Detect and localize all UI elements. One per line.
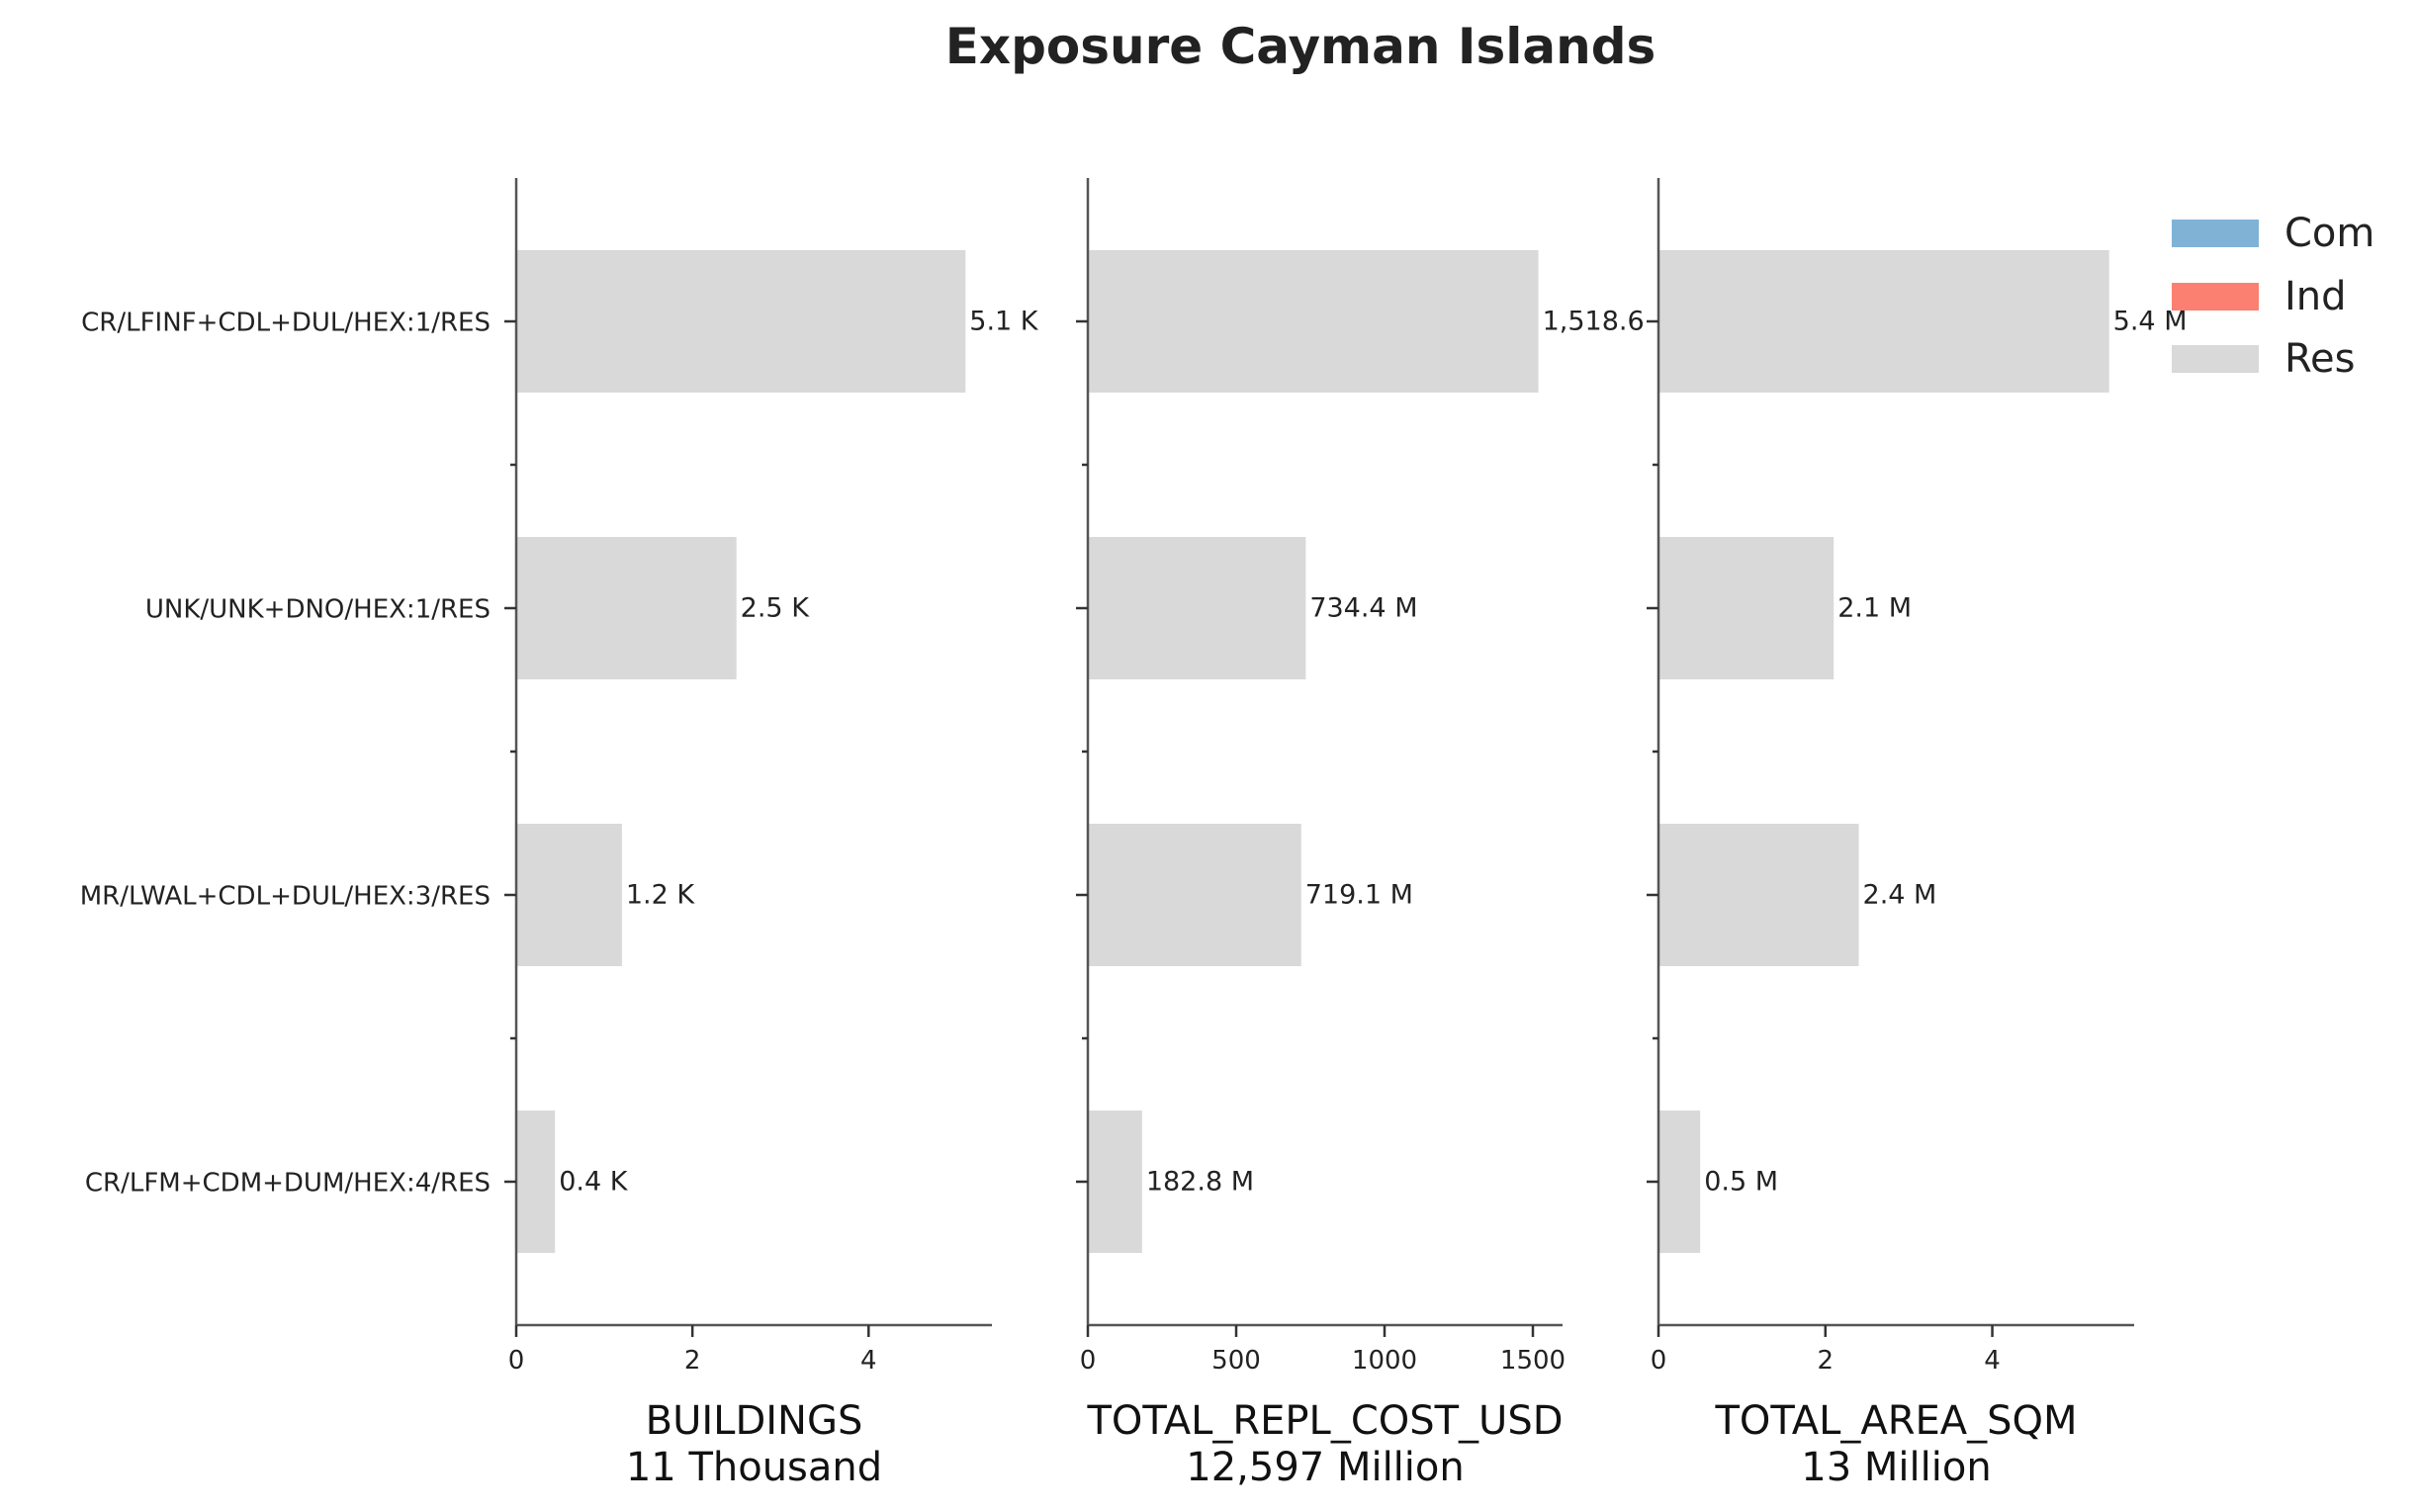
x-tick-label-panel2-3: 1000	[1352, 1346, 1417, 1376]
value-label-panel2-row2: 734.4 M	[1309, 593, 1417, 624]
x-tick-label-panel1-3: 4	[860, 1346, 877, 1376]
bar-panel3-row1	[1658, 250, 2109, 393]
legend-swatch-ind	[2172, 283, 2259, 311]
legend-label-com: Com	[2284, 211, 2374, 256]
x-tick-label-panel1-1: 0	[508, 1346, 525, 1376]
bar-panel1-row1	[516, 250, 966, 393]
x-tick-label-panel1-2: 2	[684, 1346, 701, 1376]
bar-panel3-row3	[1658, 824, 1859, 966]
value-label-panel1-row2: 2.5 K	[741, 593, 811, 624]
value-label-panel2-row1: 1,518.6	[1543, 307, 1645, 337]
bar-panel1-row4	[516, 1111, 556, 1253]
category-label-3: MR/LWAL+CDL+DUL/HEX:3/RES	[80, 882, 491, 912]
x-tick-label-panel3-2: 2	[1817, 1346, 1834, 1376]
legend-label-ind: Ind	[2284, 274, 2347, 319]
x-tick-label-panel2-2: 500	[1211, 1346, 1261, 1376]
bar-panel2-row3	[1088, 824, 1301, 966]
x-axis-title-panel3: TOTAL_AREA_SQM	[1714, 1398, 2077, 1444]
bar-panel2-row2	[1088, 537, 1306, 679]
value-label-panel3-row2: 2.1 M	[1837, 593, 1912, 624]
category-label-1: CR/LFINF+CDL+DUL/HEX:1/RES	[81, 309, 491, 338]
x-tick-label-panel3-1: 0	[1651, 1346, 1667, 1376]
bar-panel3-row4	[1658, 1111, 1701, 1253]
value-label-panel1-row3: 1.2 K	[626, 880, 696, 911]
value-label-panel1-row4: 0.4 K	[559, 1167, 629, 1198]
bar-panel2-row4	[1088, 1111, 1142, 1253]
legend-label-res: Res	[2284, 336, 2355, 382]
category-label-4: CR/LFM+CDM+DUM/HEX:4/RES	[85, 1169, 491, 1199]
value-label-panel3-row3: 2.4 M	[1863, 880, 1937, 911]
x-axis-title-panel2: TOTAL_REPL_COST_USD	[1086, 1398, 1563, 1444]
value-label-panel2-row4: 182.8 M	[1146, 1167, 1254, 1198]
x-axis-subtitle-panel3: 13 Million	[1801, 1445, 1991, 1490]
legend-swatch-com	[2172, 220, 2259, 247]
bar-panel2-row1	[1088, 250, 1539, 393]
value-label-panel3-row1: 5.4 M	[2113, 307, 2188, 337]
x-axis-subtitle-panel2: 12,597 Million	[1186, 1445, 1464, 1490]
bar-panel1-row2	[516, 537, 737, 679]
chart-title: Exposure Cayman Islands	[945, 18, 1656, 75]
value-label-panel2-row3: 719.1 M	[1305, 880, 1413, 911]
value-label-panel3-row4: 0.5 M	[1704, 1167, 1778, 1198]
x-tick-label-panel2-4: 1500	[1500, 1346, 1566, 1376]
category-label-2: UNK/UNK+DNO/HEX:1/RES	[145, 595, 491, 625]
x-tick-label-panel3-3: 4	[1984, 1346, 2001, 1376]
bar-panel1-row3	[516, 824, 622, 966]
x-tick-label-panel2-1: 0	[1080, 1346, 1097, 1376]
x-axis-title-panel1: BUILDINGS	[646, 1398, 863, 1444]
x-axis-subtitle-panel1: 11 Thousand	[626, 1445, 882, 1490]
bar-panel3-row2	[1658, 537, 1835, 679]
value-label-panel1-row1: 5.1 K	[969, 307, 1039, 337]
legend-swatch-res	[2172, 345, 2259, 373]
